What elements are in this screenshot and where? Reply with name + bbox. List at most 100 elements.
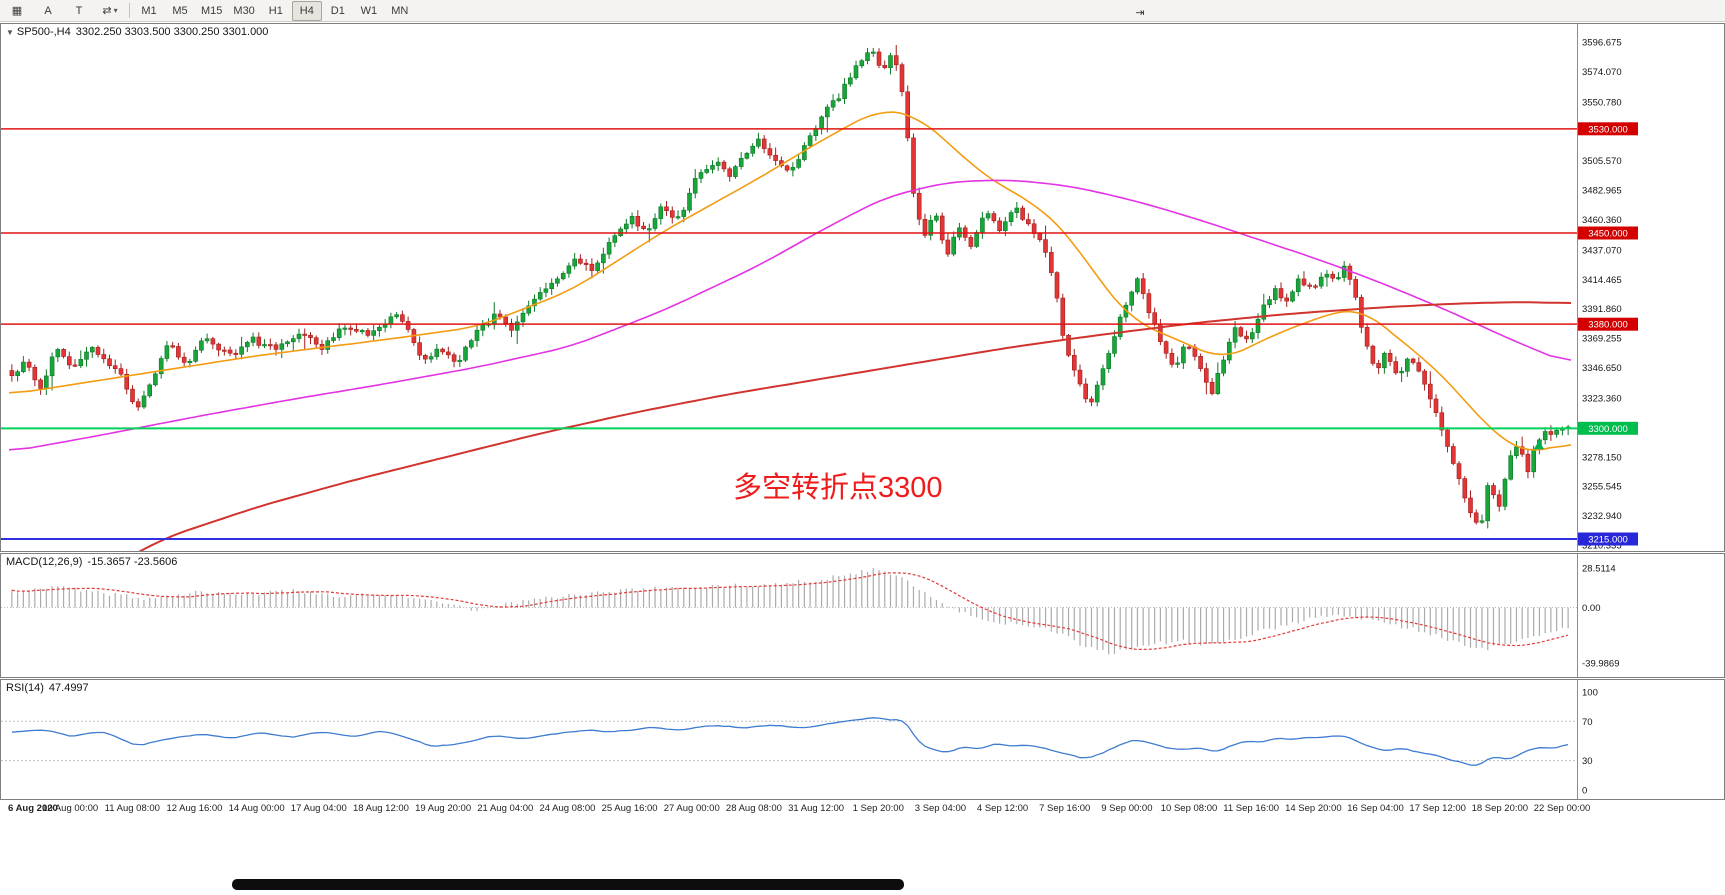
price-tick: 3437.070 [1582,245,1622,256]
price-tick: 3369.255 [1582,334,1622,345]
timeframe-button-m1[interactable]: M1 [141,4,157,17]
date-label: 19 Aug 20:00 [415,803,472,814]
timeframe-button-d1[interactable]: D1 [330,4,345,17]
date-label: 25 Aug 16:00 [601,803,658,814]
timeframe-button-m30[interactable]: M30 [233,4,255,17]
timeframe-button-w1[interactable]: W1 [360,4,378,17]
ma-fast-line [8,111,1572,451]
macd-tick: 0.00 [1582,603,1601,614]
ma-slow-line [138,301,1572,551]
cycle-symbols-icon[interactable]: ⇄ ▾ [95,1,125,21]
timeframe-button-h4[interactable]: H4 [291,0,322,21]
date-label: 1 Sep 20:00 [852,803,904,814]
date-label: 17 Aug 04:00 [290,803,347,814]
date-label: 7 Sep 16:00 [1039,803,1091,814]
rsi-header: RSI(14) 47.4997 [6,682,89,694]
dropdown-caret-icon: ▾ [113,6,118,15]
timeframe-group: M1 M5 M15 M30 H1 H4 D1 W1 MN [134,0,415,21]
date-label: 22 Sep 00:00 [1533,803,1591,814]
chart-annotation-text[interactable]: 多空转折点3300 [733,472,943,504]
timeframe-button-h1[interactable]: H1 [268,4,283,17]
price-badge-3300 [1578,421,1638,435]
macd-histogram [11,568,1569,655]
chart-header: ▼ SP500-,H4 3302.250 3303.500 3300.250 330… [6,26,268,38]
rsi-indicator-panel[interactable]: RSI(14) 47.4997 100 70 30 0 [0,679,1725,800]
price-badge-3530 [1578,122,1638,136]
date-label: 16 Sep 04:00 [1347,803,1404,814]
macd-indicator-panel[interactable]: MACD(12,26,9) -15.3657 -23.5606 28.5114 0.… [0,553,1725,678]
price-tick: 3323.360 [1582,393,1622,404]
toolbar: ▦ A T ⇄ ▾ M1 M5 M15 M30 H1 H4 D1 W1 MN ⇥ [0,0,1725,22]
price-chart-panel[interactable]: ▼ SP500-,H4 3302.250 3303.500 3300.250 330… [0,23,1725,552]
price-tick: 3278.150 [1582,452,1622,463]
date-label: 9 Sep 00:00 [1101,803,1153,814]
price-tick: 3505.570 [1582,156,1622,167]
date-label: 21 Aug 04:00 [477,803,534,814]
macd-tick: -39.9869 [1582,659,1620,670]
candles [9,45,1571,529]
date-label: 4 Sep 12:00 [976,803,1029,814]
timeframe-button-m5[interactable]: M5 [172,4,188,17]
timeframe-button-mn[interactable]: MN [391,4,409,17]
chart-grid-icon[interactable]: ▦ [11,5,23,17]
timeframe-button-m15[interactable]: M15 [201,4,223,17]
price-tick: 3596.675 [1582,38,1622,49]
price-tick: 3414.465 [1582,275,1622,286]
chart-shift-icon[interactable]: ⇥ [1135,6,1145,19]
date-label: 28 Aug 08:00 [725,803,782,814]
macd-values: -15.3657 -23.5606 [87,556,178,568]
date-label: 18 Sep 20:00 [1471,803,1529,814]
rsi-line [11,717,1569,766]
up-arrow-marker [1534,440,1544,450]
price-badge-3450 [1578,226,1638,240]
text-annotation-icon[interactable]: A [44,4,52,17]
date-label: 11 Sep 16:00 [1223,803,1280,814]
svg-text:3530.000: 3530.000 [1588,124,1628,135]
rsi-tick: 0 [1582,786,1587,797]
ohlc-values: 3302.250 3303.500 3300.250 3301.000 [75,26,269,38]
date-label: 11 Aug 08:00 [104,803,160,814]
price-tick: 3460.360 [1582,215,1622,226]
horizontal-scrollbar-thumb[interactable] [232,879,904,890]
date-label: 17 Sep 12:00 [1409,803,1466,814]
price-badge-3215 [1578,532,1638,546]
price-tick: 3550.780 [1582,97,1622,108]
rsi-canvas[interactable]: 100 70 30 0 [1,680,1724,799]
date-label: 18 Aug 12:00 [352,803,409,814]
date-label: 27 Aug 00:00 [663,803,720,814]
svg-text:3380.000: 3380.000 [1588,320,1628,331]
date-axis: 6 Aug 2020 10 Aug 00:00 11 Aug 08:00 12 Aug… [0,801,1725,817]
price-tick: 3482.965 [1582,186,1622,197]
svg-text:3215.000: 3215.000 [1588,535,1628,546]
svg-text:3300.000: 3300.000 [1588,424,1628,435]
macd-header: MACD(12,26,9) -15.3657 -23.5606 [6,556,177,568]
price-tick: 3391.860 [1582,304,1622,315]
price-tick: 3210.335 [1582,541,1622,551]
date-label: 31 Aug 12:00 [788,803,845,814]
price-tick: 3255.545 [1582,482,1622,493]
ma-mid-line [8,179,1572,451]
collapse-caret-icon[interactable]: ▼ [6,28,14,37]
macd-label: MACD(12,26,9) [6,556,83,568]
rsi-tick: 100 [1582,687,1598,698]
price-tick: 3346.650 [1582,363,1622,374]
date-label: 10 Aug 00:00 [42,803,99,814]
symbol-timeframe-label: SP500-,H4 [16,26,71,38]
macd-canvas[interactable]: 28.5114 0.00 -39.9869 [1,554,1724,677]
date-label: 6 Aug 2020 [8,803,58,814]
date-label: 3 Sep 04:00 [914,803,967,814]
price-chart-canvas[interactable]: 3596.675 3574.070 3550.780 3505.570 3482.965… [1,24,1724,551]
price-tick: 3232.940 [1582,511,1622,522]
toolbar-separator [129,3,130,18]
rsi-label: RSI(14) [6,682,44,694]
date-label: 24 Aug 08:00 [539,803,596,814]
text-box-icon[interactable]: T [75,4,83,17]
macd-tick: 28.5114 [1582,563,1616,574]
cycle-arrows-icon: ⇄ [102,5,112,17]
date-label: 14 Aug 00:00 [228,803,285,814]
price-badge-3380 [1578,317,1638,331]
rsi-tick: 70 [1582,717,1593,728]
price-tick: 3574.070 [1582,67,1622,78]
rsi-value: 47.4997 [48,682,89,694]
rsi-tick: 30 [1582,756,1593,767]
